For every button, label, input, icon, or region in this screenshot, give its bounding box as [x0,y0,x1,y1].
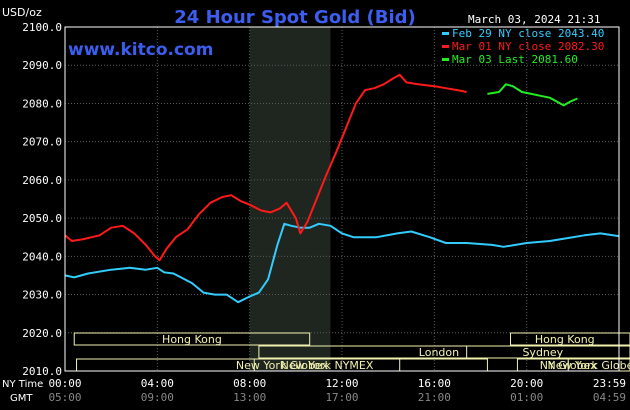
y-axis-label: USD/oz [2,6,42,19]
x-tick-label-ny: 16:00 [418,377,451,390]
session-label: New York Globex [236,359,329,372]
session-label: Hong Kong [535,333,595,346]
session-label: Hong Kong [162,333,222,346]
x-tick-label-gmt: 09:00 [141,391,174,404]
session-label: Sydney [522,346,563,359]
x-tick-label-ny: 04:00 [141,377,174,390]
chart-timestamp: March 03, 2024 21:31 [468,13,600,26]
x-tick-label-gmt: 21:00 [418,391,451,404]
x-tick-label-gmt: 13:00 [233,391,266,404]
x-tick-label-gmt: 17:00 [325,391,358,404]
session-label: New York NYMEX [281,359,374,372]
x-tick-label-gmt: 04:59 [593,391,626,404]
y-tick-label: 2050.0 [22,212,62,225]
x-tick-label-gmt: 01:00 [510,391,543,404]
session-label: New York Globex [547,359,630,372]
legend-entry: Mar 01 NY close 2082.30 [452,40,604,53]
chart-title: 24 Hour Spot Gold (Bid) [174,7,415,28]
y-tick-label: 2060.0 [22,174,62,187]
y-tick-label: 2090.0 [22,59,62,72]
legend-entry: Mar 03 Last 2081.60 [452,53,578,66]
legend-swatch [442,58,449,61]
grid-lines [65,27,619,371]
axes: 2010.0 2020.0 2030.0 2040.0 2050.0 2060.0 2070… [22,21,626,404]
series-line [487,83,578,107]
session-label: London [419,346,459,359]
session-box [510,332,630,346]
y-tick-label: 2040.0 [22,250,62,263]
y-tick-label: 2010.0 [22,365,62,378]
session-box [73,332,311,346]
x-tick-label-ny: 20:00 [510,377,543,390]
price-series [64,73,619,304]
legend-swatch [442,32,449,35]
y-tick-label: 2070.0 [22,136,62,149]
gmt-label: GMT [10,393,33,404]
x-tick-label-ny: 08:00 [233,377,266,390]
y-tick-label: 2030.0 [22,289,62,302]
x-tick-label-ny: 12:00 [325,377,358,390]
session-box [466,345,630,359]
y-tick-label: 2100.0 [22,21,62,34]
x-tick-label-ny: 00:00 [48,377,81,390]
legend-entry: Feb 29 NY close 2043.40 [452,27,604,40]
series-line [64,73,467,262]
series-line [64,222,619,304]
nymex-hours-shade [249,27,331,371]
legend-swatch [442,45,449,48]
x-tick-label-gmt: 05:00 [48,391,81,404]
session-box [258,345,630,359]
x-tick-label-ny: 23:59 [593,377,626,390]
watermark-url: www.kitco.com [68,40,213,60]
plot-border [64,26,620,372]
y-tick-label: 2080.0 [22,97,62,110]
ny-time-label: NY Time [2,379,43,390]
y-tick-label: 2020.0 [22,327,62,340]
